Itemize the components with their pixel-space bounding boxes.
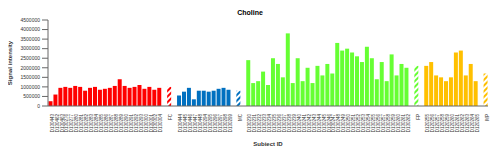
svg-text:D130443: D130443 [49, 114, 55, 133]
svg-text:D130297: D130297 [217, 114, 223, 133]
svg-text:D130236: D130236 [277, 114, 283, 133]
svg-text:D130294: D130294 [202, 114, 208, 133]
svg-text:D120259: D120259 [445, 114, 451, 133]
svg-text:D130299: D130299 [228, 114, 233, 133]
svg-text:1500000: 1500000 [21, 74, 41, 80]
svg-text:D130237: D130237 [282, 114, 287, 133]
svg-text:D120265: D120265 [475, 114, 480, 133]
svg-text:D130290: D130290 [123, 114, 129, 133]
svg-text:D130289: D130289 [118, 114, 124, 133]
svg-text:D130276: D130276 [64, 114, 70, 133]
svg-text:D130234: D130234 [267, 114, 273, 133]
svg-text:D120261: D120261 [455, 114, 461, 133]
svg-text:D130248: D130248 [336, 114, 342, 133]
svg-text:4000000: 4000000 [21, 26, 41, 32]
svg-text:2000000: 2000000 [21, 65, 41, 71]
svg-text:D130283: D130283 [89, 114, 95, 133]
svg-text:D130239: D130239 [291, 114, 297, 133]
svg-text:D130230: D130230 [247, 114, 253, 133]
svg-text:D130301: D130301 [148, 114, 154, 133]
svg-text:D130296: D130296 [212, 114, 218, 133]
svg-text:D120255: D120255 [425, 114, 431, 133]
svg-text:D130258: D130258 [385, 114, 391, 133]
svg-text:D120256: D120256 [430, 114, 436, 133]
svg-text:D130445: D130445 [183, 114, 189, 133]
svg-text:D130240: D130240 [296, 114, 302, 133]
svg-text:D130243: D130243 [311, 114, 317, 133]
svg-text:D130277: D130277 [69, 114, 75, 133]
svg-text:D130462: D130462 [54, 114, 60, 133]
svg-text:D130293: D130293 [138, 114, 144, 133]
svg-text:D130247: D130247 [331, 114, 337, 133]
svg-text:D130259: D130259 [390, 114, 396, 133]
svg-text:D130302: D130302 [153, 114, 159, 133]
svg-text:D130298: D130298 [222, 114, 228, 133]
svg-text:FP: FP [416, 114, 421, 120]
svg-text:D130260: D130260 [395, 114, 401, 133]
svg-text:D130286: D130286 [104, 114, 109, 133]
svg-text:D130261: D130261 [400, 114, 406, 133]
svg-text:D130233: D130233 [262, 114, 268, 133]
svg-text:D130280: D130280 [74, 114, 80, 133]
svg-text:1000000: 1000000 [21, 84, 41, 90]
svg-text:D130231: D130231 [252, 114, 258, 133]
svg-text:D130281: D130281 [79, 114, 85, 133]
svg-text:MP: MP [485, 114, 490, 121]
svg-text:500000: 500000 [23, 93, 40, 99]
svg-text:D130238: D130238 [287, 114, 292, 133]
svg-text:D130288: D130288 [113, 114, 119, 133]
svg-text:D130249: D130249 [341, 114, 347, 133]
svg-text:D130253: D130253 [361, 114, 367, 133]
svg-text:MC: MC [238, 113, 243, 121]
svg-text:D130250: D130250 [346, 114, 352, 133]
svg-text:D130254: D130254 [366, 114, 372, 133]
svg-text:D130446: D130446 [188, 114, 194, 133]
svg-text:D130262: D130262 [406, 114, 411, 133]
svg-text:D130245: D130245 [321, 114, 327, 133]
svg-text:D130251: D130251 [351, 114, 357, 133]
svg-text:D130256: D130256 [376, 114, 381, 133]
svg-text:D130304: D130304 [158, 114, 163, 133]
svg-text:D130287: D130287 [109, 114, 114, 133]
svg-text:D130291: D130291 [128, 114, 134, 133]
svg-text:FC: FC [168, 113, 173, 120]
svg-text:D130246: D130246 [326, 114, 332, 133]
html-text:Choline: Choline [237, 9, 263, 16]
svg-text:2500000: 2500000 [21, 55, 41, 61]
svg-text:D130444: D130444 [178, 114, 184, 133]
svg-text:D130235: D130235 [272, 114, 278, 133]
svg-text:D130257: D130257 [380, 114, 386, 133]
svg-text:4500000: 4500000 [21, 17, 41, 23]
svg-text:Signal intensity: Signal intensity [8, 40, 13, 85]
svg-text:D130285: D130285 [99, 114, 105, 133]
svg-text:D120257: D120257 [435, 114, 441, 133]
svg-text:D120258: D120258 [440, 114, 446, 133]
svg-text:D130447: D130447 [193, 114, 198, 133]
svg-text:3500000: 3500000 [21, 36, 41, 42]
svg-text:D130295: D130295 [207, 114, 213, 133]
svg-text:Subject ID: Subject ID [253, 141, 283, 146]
svg-text:D120264: D120264 [469, 114, 475, 133]
svg-text:0: 0 [37, 103, 40, 109]
svg-text:D130255: D130255 [371, 114, 376, 133]
svg-text:D130232: D130232 [257, 114, 263, 133]
svg-text:D130252: D130252 [356, 114, 362, 133]
svg-text:D130448: D130448 [198, 114, 203, 133]
svg-text:D130463: D130463 [59, 114, 65, 133]
svg-text:D120260: D120260 [450, 114, 456, 133]
svg-text:D130292: D130292 [133, 114, 139, 133]
svg-text:D130241: D130241 [301, 114, 307, 133]
svg-text:D120263: D120263 [464, 114, 470, 133]
svg-text:D130242: D130242 [306, 114, 312, 133]
svg-text:3000000: 3000000 [21, 45, 41, 51]
svg-text:D130300: D130300 [143, 114, 149, 133]
svg-text:D120262: D120262 [460, 114, 465, 133]
svg-text:D130282: D130282 [84, 114, 90, 133]
svg-text:D130244: D130244 [316, 114, 322, 133]
svg-text:D130284: D130284 [94, 114, 100, 133]
